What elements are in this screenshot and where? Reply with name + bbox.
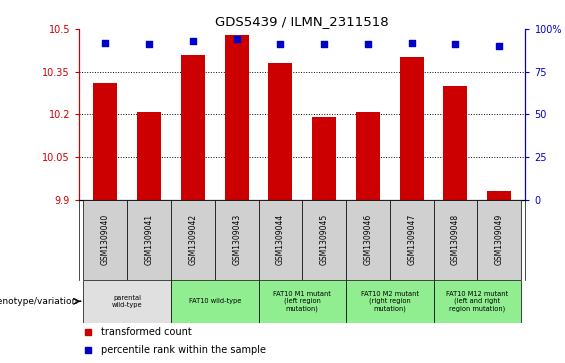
Text: GSM1309046: GSM1309046 bbox=[363, 214, 372, 265]
Bar bbox=[444, 86, 467, 200]
Bar bbox=[181, 54, 205, 200]
Bar bbox=[137, 111, 161, 200]
Text: GSM1309045: GSM1309045 bbox=[320, 214, 329, 265]
Point bbox=[188, 38, 197, 44]
Text: percentile rank within the sample: percentile rank within the sample bbox=[102, 345, 267, 355]
Point bbox=[232, 36, 241, 42]
Text: genotype/variation: genotype/variation bbox=[0, 297, 78, 306]
Bar bbox=[477, 200, 521, 280]
Text: GSM1309042: GSM1309042 bbox=[188, 214, 197, 265]
Point bbox=[407, 40, 416, 46]
Bar bbox=[312, 117, 336, 200]
Point bbox=[101, 40, 110, 46]
Bar bbox=[302, 200, 346, 280]
Point bbox=[276, 41, 285, 47]
Bar bbox=[390, 200, 433, 280]
Point bbox=[495, 43, 504, 49]
Text: parental
wild-type: parental wild-type bbox=[112, 295, 142, 308]
Text: FAT10 M12 mutant
(left and right
region mutation): FAT10 M12 mutant (left and right region … bbox=[446, 291, 508, 312]
Bar bbox=[259, 280, 346, 323]
Point bbox=[320, 41, 329, 47]
Text: GSM1309049: GSM1309049 bbox=[495, 214, 503, 265]
Bar bbox=[93, 83, 118, 200]
Bar bbox=[433, 280, 521, 323]
Text: GSM1309047: GSM1309047 bbox=[407, 214, 416, 265]
Bar bbox=[433, 200, 477, 280]
Bar bbox=[171, 200, 215, 280]
Bar bbox=[84, 280, 171, 323]
Bar bbox=[225, 35, 249, 200]
Bar bbox=[346, 200, 390, 280]
Point bbox=[363, 41, 372, 47]
Text: GSM1309041: GSM1309041 bbox=[145, 214, 154, 265]
Text: GSM1309048: GSM1309048 bbox=[451, 214, 460, 265]
Point bbox=[451, 41, 460, 47]
Text: transformed count: transformed count bbox=[102, 327, 192, 337]
Text: FAT10 wild-type: FAT10 wild-type bbox=[189, 298, 241, 304]
Bar bbox=[84, 200, 127, 280]
Point bbox=[145, 41, 154, 47]
Text: GSM1309044: GSM1309044 bbox=[276, 214, 285, 265]
Bar bbox=[215, 200, 259, 280]
Bar bbox=[356, 111, 380, 200]
Text: GSM1309043: GSM1309043 bbox=[232, 214, 241, 265]
Title: GDS5439 / ILMN_2311518: GDS5439 / ILMN_2311518 bbox=[215, 15, 389, 28]
Bar bbox=[171, 280, 259, 323]
Bar bbox=[346, 280, 433, 323]
Text: GSM1309040: GSM1309040 bbox=[101, 214, 110, 265]
Text: FAT10 M1 mutant
(left region
mutation): FAT10 M1 mutant (left region mutation) bbox=[273, 291, 331, 312]
Bar bbox=[399, 57, 424, 200]
Bar bbox=[487, 191, 511, 200]
Bar bbox=[259, 200, 302, 280]
Text: FAT10 M2 mutant
(right region
mutation): FAT10 M2 mutant (right region mutation) bbox=[361, 291, 419, 312]
Bar bbox=[268, 63, 293, 200]
Bar bbox=[127, 200, 171, 280]
